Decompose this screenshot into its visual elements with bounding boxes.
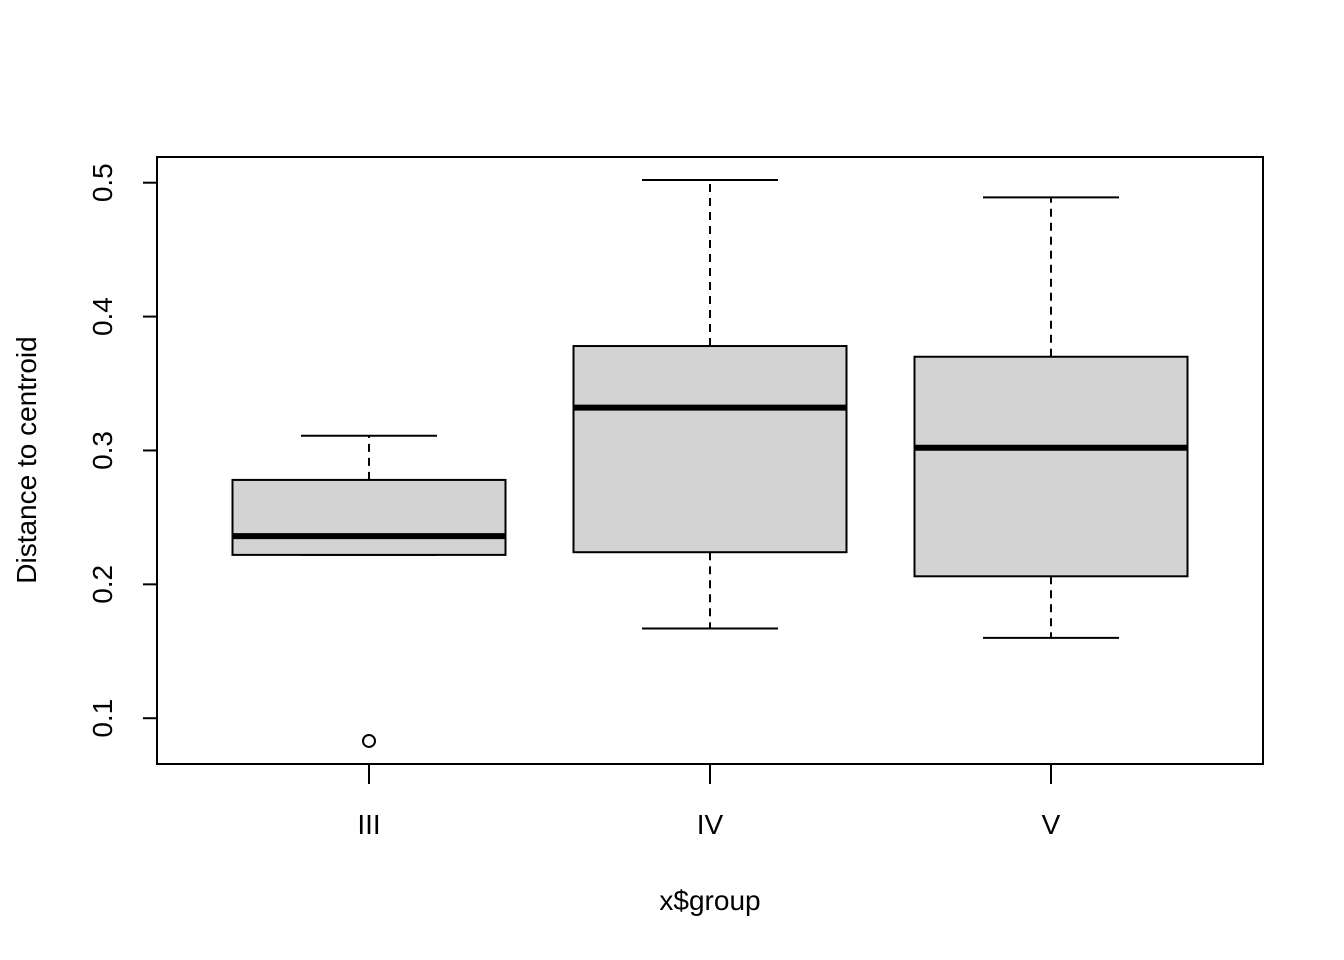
box-group-III — [231, 434, 507, 748]
y-tick-label: 0.3 — [87, 431, 118, 470]
box-group-V — [913, 196, 1189, 639]
iqr-box — [572, 345, 848, 554]
x-tick-label: V — [1042, 809, 1061, 840]
iqr-box — [231, 478, 507, 556]
y-tick-label: 0.4 — [87, 297, 118, 336]
y-axis: 0.1 0.2 0.3 0.4 0.5 — [87, 163, 158, 738]
outlier-point — [362, 733, 376, 748]
boxes — [231, 179, 1189, 748]
iqr-box — [913, 355, 1189, 578]
x-tick-label: IV — [697, 809, 724, 840]
y-axis-label: Distance to centroid — [11, 336, 42, 583]
y-tick-label: 0.1 — [87, 699, 118, 738]
x-axis: III IV V — [357, 763, 1061, 840]
box-group-IV — [572, 179, 848, 630]
y-tick-label: 0.5 — [87, 163, 118, 202]
y-tick-label: 0.2 — [87, 565, 118, 604]
x-tick-label: III — [357, 809, 380, 840]
x-axis-label: x$group — [659, 885, 760, 916]
